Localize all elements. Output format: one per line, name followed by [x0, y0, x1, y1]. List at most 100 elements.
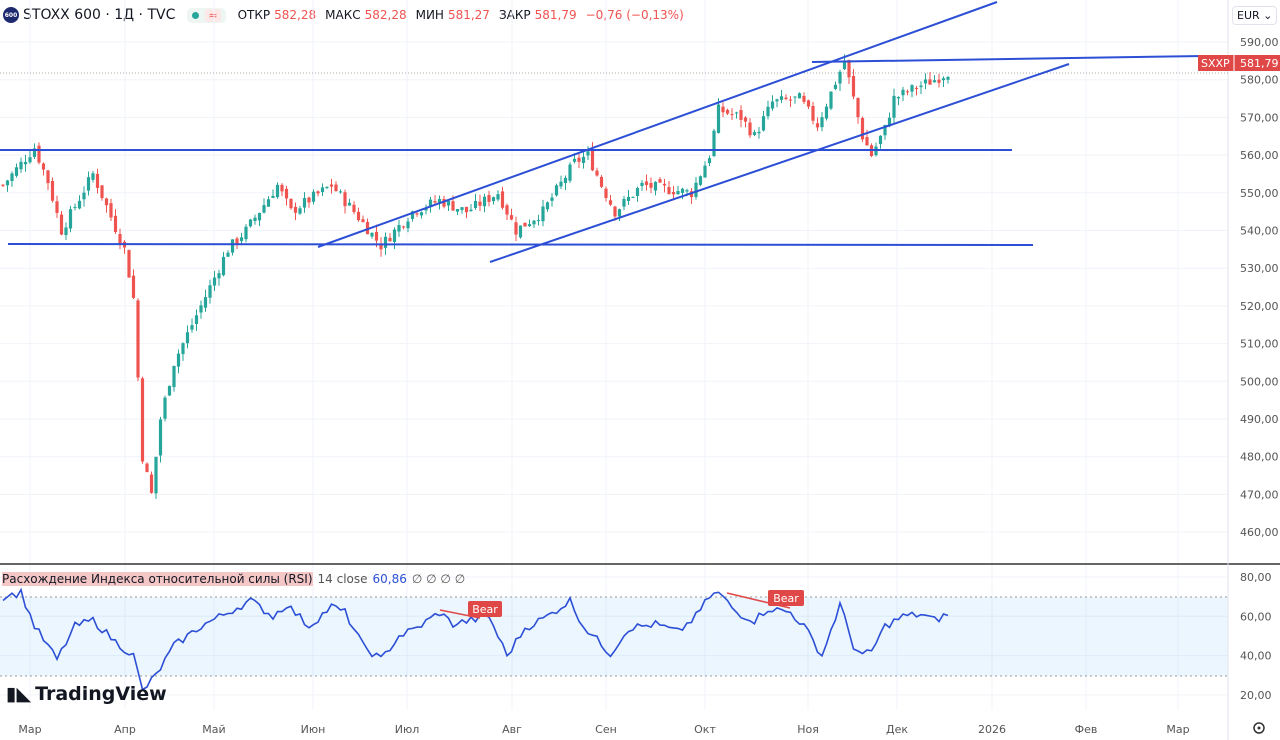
candle	[851, 76, 856, 97]
candle	[545, 202, 550, 210]
candle	[41, 163, 46, 170]
candle	[734, 112, 739, 114]
candle	[721, 106, 725, 113]
candle	[383, 236, 388, 248]
candle	[469, 209, 473, 212]
candle	[230, 239, 235, 253]
candle	[626, 196, 631, 201]
candle	[145, 463, 149, 473]
candle	[257, 212, 262, 221]
candle	[820, 117, 824, 128]
candle	[811, 105, 815, 121]
symbol-title[interactable]: STOXX 600 · 1Д · TVC	[23, 7, 176, 23]
time-tick: Мар	[18, 723, 41, 736]
price-tick: 590,00	[1240, 36, 1279, 49]
candle	[622, 198, 626, 207]
candle	[194, 315, 199, 324]
bear-label-1: Bear	[472, 603, 498, 616]
candle	[208, 285, 212, 298]
candle	[572, 158, 577, 162]
candle	[181, 343, 185, 355]
rsi-legend[interactable]: Расхождение Индекса относительной силы (…	[2, 572, 465, 586]
candle	[419, 212, 424, 216]
horizontal-line-top[interactable]	[811, 55, 1205, 63]
candle	[739, 110, 743, 120]
candle	[338, 191, 343, 193]
candle	[505, 205, 509, 215]
candle	[946, 77, 950, 80]
candle	[766, 106, 770, 117]
candle	[311, 191, 316, 202]
trendlines[interactable]	[0, 1, 1205, 263]
rsi-tick: 80,00	[1240, 571, 1272, 584]
open-label: ОТКР	[237, 8, 271, 22]
candle	[752, 132, 757, 135]
candle	[226, 252, 230, 257]
settings-icon[interactable]	[1253, 722, 1265, 734]
candle	[415, 213, 419, 215]
candle	[28, 157, 32, 163]
rsi-title: Расхождение Индекса относительной силы (…	[2, 572, 313, 586]
candle	[433, 201, 437, 203]
time-tick: 2026	[978, 723, 1006, 736]
time-tick: Окт	[694, 723, 716, 736]
candle	[878, 135, 883, 145]
candle	[770, 101, 775, 109]
candle	[784, 97, 788, 100]
candle	[613, 206, 617, 217]
candle	[707, 158, 712, 164]
chart-header: 600 STOXX 600 · 1Д · TVC ≈ ОТКР 582,28 МА…	[0, 0, 689, 30]
candle	[406, 221, 410, 229]
candle	[248, 219, 253, 227]
candle	[347, 202, 352, 206]
candle	[64, 227, 68, 236]
channel-lower-line[interactable]	[489, 63, 1070, 263]
candle	[221, 256, 226, 276]
candle	[712, 130, 716, 157]
candle	[356, 211, 361, 221]
candle	[883, 124, 887, 136]
candle	[136, 300, 140, 378]
candle	[352, 204, 356, 213]
delayed-data-icon: ≈	[205, 8, 221, 22]
tradingview-logo[interactable]: ▮◣ TradingView	[6, 683, 167, 705]
candle	[797, 93, 802, 99]
candle	[410, 211, 415, 219]
candle	[271, 195, 275, 198]
time-tick: Дек	[886, 723, 908, 736]
candle	[217, 273, 221, 279]
high-value: 582,28	[364, 8, 407, 22]
candle	[703, 165, 707, 178]
candle	[172, 365, 176, 388]
candle	[518, 225, 523, 238]
candle	[325, 186, 329, 189]
candle	[815, 123, 820, 128]
rsi-band	[0, 597, 1228, 676]
candle	[937, 79, 941, 83]
candle	[176, 353, 181, 367]
candle	[5, 180, 10, 186]
candle	[635, 188, 640, 196]
price-tick: 530,00	[1240, 262, 1279, 275]
rsi-value: 60,86	[372, 572, 407, 586]
currency-select[interactable]: EUR ⌄	[1232, 6, 1278, 25]
candle	[581, 156, 586, 164]
time-tick: Апр	[114, 723, 136, 736]
candle	[149, 474, 154, 493]
candle	[401, 226, 406, 228]
candle	[901, 89, 905, 96]
horizontal-line-536[interactable]	[7, 243, 1034, 246]
candle	[320, 187, 325, 193]
market-status[interactable]: ≈	[187, 7, 226, 23]
channel-upper-line[interactable]	[317, 1, 998, 248]
candle	[23, 161, 28, 165]
candle	[496, 194, 500, 200]
candle	[896, 97, 901, 99]
change-value: −0,76 (−0,13%)	[585, 8, 684, 22]
candle	[343, 192, 347, 207]
candle	[676, 191, 680, 195]
candle	[685, 190, 689, 192]
candle	[167, 385, 172, 396]
candle	[559, 181, 563, 187]
